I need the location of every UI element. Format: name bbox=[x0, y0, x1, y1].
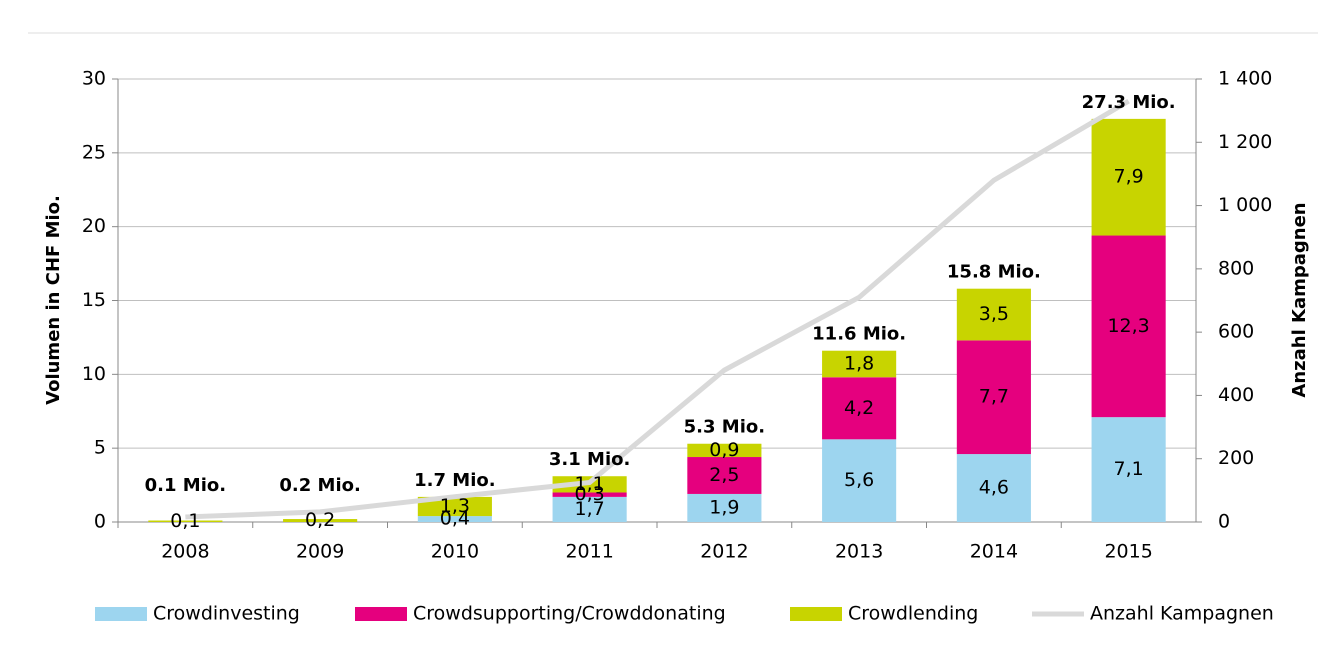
value-label: 1,8 bbox=[844, 352, 874, 374]
legend-label: Crowdsupporting/Crowddonating bbox=[413, 603, 726, 625]
value-label: 1,3 bbox=[440, 495, 470, 517]
bar-segment bbox=[956, 340, 1031, 455]
bar-segment bbox=[552, 496, 627, 522]
total-label: 5.3 Mio. bbox=[684, 417, 765, 438]
x-tick-label: 2009 bbox=[296, 541, 344, 563]
x-tick-label: 2013 bbox=[835, 541, 883, 563]
y-tick-label: 20 bbox=[82, 215, 106, 237]
value-label: 7,1 bbox=[1114, 458, 1144, 480]
bar-segment bbox=[1091, 118, 1166, 236]
value-label: 0,2 bbox=[305, 509, 335, 531]
bar-segment bbox=[148, 520, 223, 522]
y-tick-label: 15 bbox=[82, 289, 106, 311]
total-label: 0.2 Mio. bbox=[279, 475, 360, 496]
bar-segment bbox=[283, 519, 358, 522]
value-label: 7,9 bbox=[1114, 166, 1144, 188]
x-tick-label: 2010 bbox=[431, 541, 479, 563]
value-label: 1,1 bbox=[575, 473, 605, 495]
value-label: 4,6 bbox=[979, 477, 1009, 499]
y-tick-label: 5 bbox=[94, 437, 106, 459]
legend-swatch bbox=[790, 607, 842, 621]
total-label: 11.6 Mio. bbox=[812, 324, 906, 345]
legend-label: Crowdlending bbox=[848, 603, 978, 625]
legend-label: Anzahl Kampagnen bbox=[1090, 603, 1274, 625]
total-label: 27.3 Mio. bbox=[1082, 92, 1176, 113]
bar-segment bbox=[417, 516, 492, 522]
legend-label: Crowdinvesting bbox=[153, 603, 300, 625]
x-tick-label: 2014 bbox=[970, 541, 1018, 563]
value-label: 1,9 bbox=[709, 496, 739, 518]
value-label: 2,5 bbox=[709, 464, 739, 486]
y-axis-label: Volumen in CHF Mio. bbox=[43, 195, 64, 405]
bar-segment bbox=[1091, 235, 1166, 418]
value-label: 0,9 bbox=[709, 439, 739, 461]
x-tick-label: 2011 bbox=[565, 541, 613, 563]
bar-segment bbox=[1091, 417, 1166, 522]
value-label: 0,3 bbox=[575, 483, 605, 505]
bar-segment bbox=[687, 493, 762, 522]
y2-tick-label: 1 200 bbox=[1218, 131, 1272, 153]
y2-tick-label: 600 bbox=[1218, 321, 1254, 343]
total-label: 0.1 Mio. bbox=[145, 475, 226, 496]
value-label: 4,2 bbox=[844, 397, 874, 419]
value-label: 3,5 bbox=[979, 303, 1009, 325]
y-tick-label: 10 bbox=[82, 363, 106, 385]
x-tick-label: 2008 bbox=[161, 541, 209, 563]
bar-segment bbox=[822, 350, 897, 378]
value-label: 12,3 bbox=[1107, 315, 1149, 337]
value-label: 7,7 bbox=[979, 386, 1009, 408]
legend-swatch bbox=[95, 607, 147, 621]
y2-tick-label: 800 bbox=[1218, 257, 1254, 279]
y2-tick-label: 200 bbox=[1218, 447, 1254, 469]
y-tick-label: 30 bbox=[82, 68, 106, 90]
value-label: 0,4 bbox=[440, 508, 470, 530]
x-tick-label: 2012 bbox=[700, 541, 748, 563]
bar-segment bbox=[822, 377, 897, 440]
y-tick-label: 25 bbox=[82, 141, 106, 163]
bar-segment bbox=[552, 492, 627, 497]
bar-segment bbox=[687, 443, 762, 458]
y2-tick-label: 1 000 bbox=[1218, 194, 1272, 216]
value-label: 0,1 bbox=[170, 510, 200, 532]
y2-tick-label: 1 400 bbox=[1218, 68, 1272, 90]
y2-tick-label: 0 bbox=[1218, 511, 1230, 533]
total-label: 1.7 Mio. bbox=[414, 470, 495, 491]
bar-segment bbox=[417, 496, 492, 517]
y-tick-label: 0 bbox=[94, 511, 106, 533]
value-label: 5,6 bbox=[844, 469, 874, 491]
bar-segment bbox=[956, 454, 1031, 522]
total-label: 15.8 Mio. bbox=[947, 262, 1041, 283]
bar-segment bbox=[687, 457, 762, 494]
legend-swatch bbox=[355, 607, 407, 621]
y2-axis-label: Anzahl Kampagnen bbox=[1289, 202, 1310, 397]
line-series bbox=[185, 98, 1130, 520]
total-label: 3.1 Mio. bbox=[549, 449, 630, 470]
bar-segment bbox=[956, 288, 1031, 341]
value-label: 1,7 bbox=[575, 498, 605, 520]
x-tick-label: 2015 bbox=[1104, 541, 1152, 563]
bar-segment bbox=[822, 439, 897, 522]
y2-tick-label: 400 bbox=[1218, 384, 1254, 406]
